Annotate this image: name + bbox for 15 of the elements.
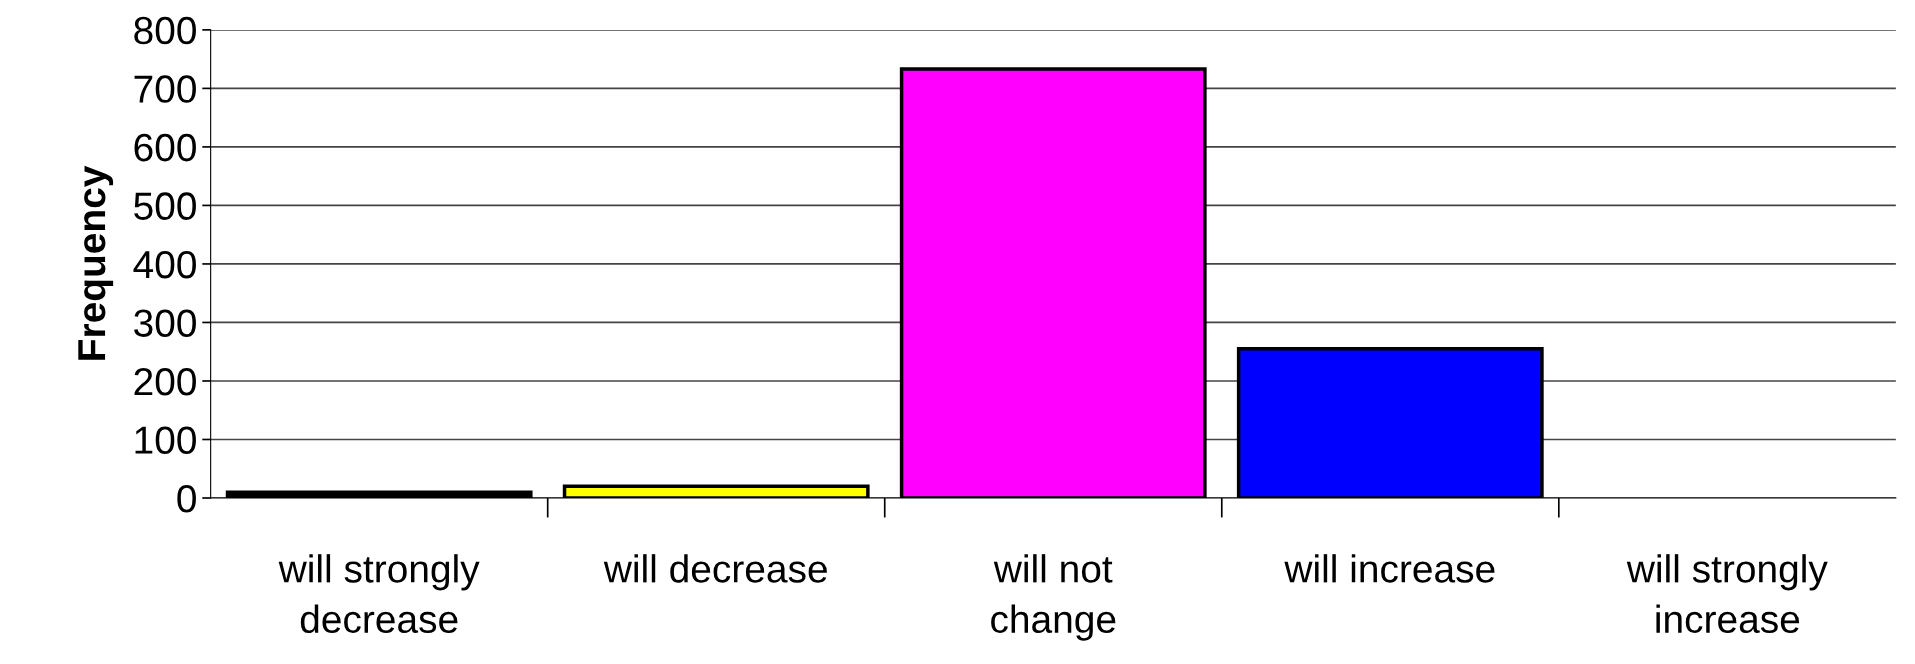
x-tick-label: will strongly increase	[1626, 554, 1828, 634]
y-tick-label: 200	[134, 367, 196, 396]
y-tick-label: 500	[134, 192, 196, 220]
y-tick-label: 800	[134, 16, 196, 45]
y-tick-label: 400	[133, 250, 196, 279]
y-tick-label: 0	[177, 484, 196, 513]
x-tick-label: will increase	[1284, 554, 1495, 583]
y-tick-label: 600	[134, 133, 196, 162]
y-tick-label: 100	[135, 426, 196, 454]
y-tick-label: 300	[134, 309, 196, 337]
y-tick-label: 700	[134, 75, 196, 103]
x-tick-label: will not change	[991, 554, 1116, 641]
x-tick-label: will decrease	[603, 554, 827, 583]
x-tick-label: will strongly decrease	[278, 554, 480, 634]
y-axis-title: Frequency	[78, 165, 114, 360]
